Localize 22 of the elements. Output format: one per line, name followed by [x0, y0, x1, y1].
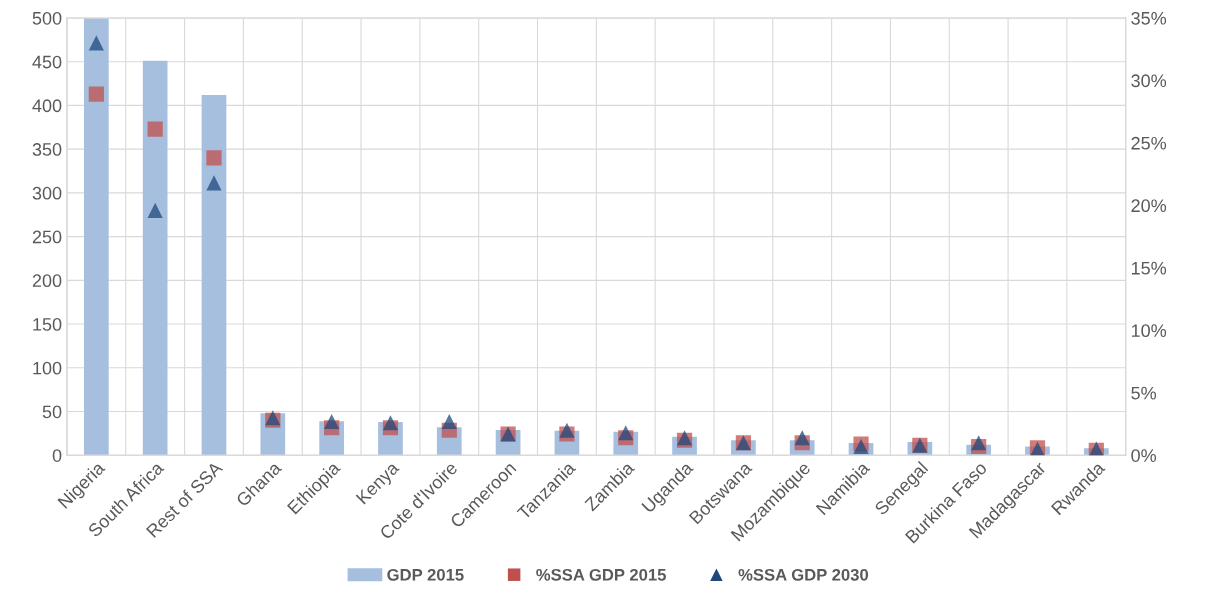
legend-label: %SSA GDP 2030	[738, 568, 869, 581]
y2-tick-label: 20%	[1131, 199, 1167, 213]
y-tick-label: 300	[32, 186, 62, 200]
y-tick-label: 350	[32, 143, 62, 156]
y2-tick-label: 15%	[1131, 261, 1167, 275]
y2-tick-label: 0%	[1131, 449, 1157, 462]
y-tick-label: 50	[42, 405, 62, 419]
y-tick-label: 450	[32, 55, 62, 69]
y-tick-label: 200	[32, 274, 62, 288]
y-tick-label: 0	[52, 449, 62, 462]
y-tick-label: 250	[32, 230, 62, 244]
legend-label: GDP 2015	[387, 568, 464, 581]
legend-label: %SSA GDP 2015	[536, 568, 666, 581]
y2-tick-label: 30%	[1131, 74, 1167, 88]
y2-tick-label: 10%	[1131, 324, 1167, 338]
y-tick-label: 150	[33, 317, 62, 331]
y2-tick-label: 35%	[1131, 11, 1167, 25]
y-tick-label: 500	[32, 11, 62, 25]
y-tick-label: 400	[32, 99, 62, 113]
y2-tick-label: 5%	[1131, 386, 1157, 400]
y2-tick-label: 25%	[1131, 136, 1167, 150]
y-tick-label: 100	[33, 361, 62, 375]
